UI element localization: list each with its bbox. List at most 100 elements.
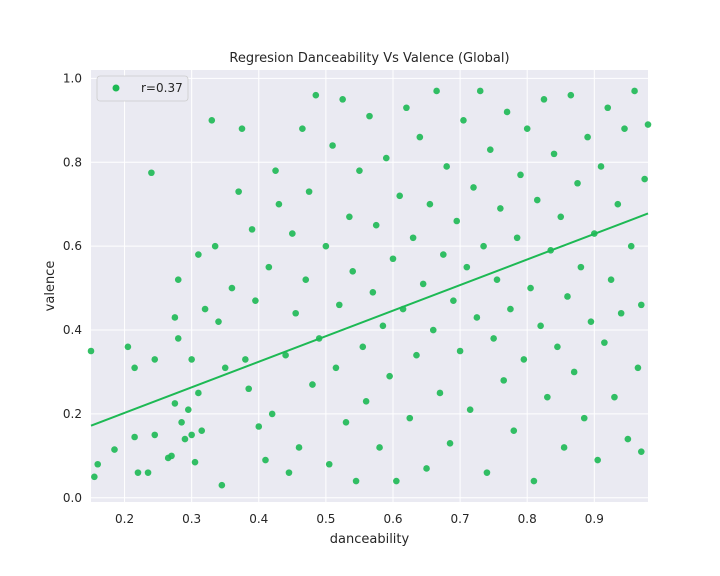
data-point: [403, 104, 410, 112]
data-point: [372, 221, 380, 229]
data-point: [171, 400, 179, 407]
data-point: [557, 213, 565, 221]
data-point: [597, 163, 605, 170]
data-point: [450, 297, 457, 304]
data-point: [285, 469, 293, 476]
data-point: [523, 125, 531, 133]
data-point: [359, 343, 367, 351]
y-axis-label: valence: [43, 261, 58, 312]
data-point: [641, 175, 648, 183]
data-point: [386, 372, 393, 380]
x-tick-label: 0.8: [518, 512, 537, 526]
data-point: [453, 217, 461, 225]
data-point: [490, 335, 497, 342]
data-point: [406, 414, 414, 422]
data-points: [87, 87, 652, 489]
data-point: [201, 305, 209, 313]
data-point: [342, 419, 350, 426]
x-tick-label: 0.3: [182, 512, 201, 526]
data-point: [631, 87, 638, 95]
data-point: [144, 469, 152, 476]
data-point: [312, 91, 320, 99]
data-point: [393, 477, 400, 485]
data-point: [413, 351, 420, 359]
data-point: [429, 326, 437, 334]
data-point: [527, 284, 534, 292]
data-point: [470, 184, 477, 191]
data-point: [329, 142, 336, 149]
data-point: [594, 456, 601, 464]
data-point: [87, 347, 95, 355]
data-point: [292, 309, 299, 317]
data-point: [624, 435, 632, 443]
x-tick-label: 0.7: [451, 512, 470, 526]
data-point: [426, 200, 434, 208]
data-point: [436, 389, 444, 397]
data-point: [195, 251, 202, 258]
data-point: [463, 263, 471, 271]
data-point: [419, 280, 427, 288]
data-point: [634, 364, 642, 372]
data-point: [456, 347, 464, 355]
data-point: [503, 108, 511, 116]
data-point: [191, 458, 199, 466]
data-point: [124, 343, 132, 351]
data-point: [637, 448, 645, 455]
legend-box: [96, 75, 189, 102]
data-point: [460, 117, 467, 124]
y-tick-label: 0.0: [63, 491, 82, 505]
data-point: [560, 444, 568, 451]
x-tick-label: 0.6: [383, 512, 402, 526]
data-point: [554, 343, 561, 351]
data-point: [382, 154, 390, 162]
data-point: [604, 104, 612, 112]
data-point: [443, 163, 450, 170]
data-point: [473, 314, 481, 321]
data-point: [617, 309, 625, 317]
legend: r=0.37: [96, 75, 189, 102]
data-point: [322, 242, 330, 250]
data-point: [255, 423, 263, 430]
data-point: [262, 456, 269, 464]
x-axis-label: danceability: [330, 532, 410, 547]
data-point: [174, 335, 182, 342]
data-point: [433, 87, 440, 95]
data-point: [480, 242, 487, 250]
data-point: [221, 364, 229, 372]
x-tick-label: 0.2: [115, 512, 134, 526]
data-point: [131, 364, 138, 372]
data-point: [302, 276, 310, 284]
data-point: [577, 263, 585, 271]
data-point: [208, 117, 216, 124]
data-point: [376, 444, 383, 451]
data-point: [215, 318, 222, 325]
data-point: [195, 389, 202, 397]
data-point: [497, 205, 504, 212]
legend-label: r=0.37: [141, 81, 183, 95]
legend-marker: [112, 84, 120, 92]
data-point: [198, 427, 206, 434]
x-tick-label: 0.4: [249, 512, 268, 526]
data-point: [346, 213, 353, 221]
x-tick-label: 0.5: [316, 512, 335, 526]
data-point: [513, 234, 521, 242]
data-point: [584, 133, 591, 141]
data-point: [362, 398, 370, 405]
data-point: [325, 460, 333, 468]
data-point: [248, 226, 256, 233]
data-point: [550, 150, 558, 158]
y-tick-label: 0.2: [63, 407, 82, 421]
regression-line-group: [90, 212, 649, 427]
data-point: [245, 385, 253, 393]
data-point: [188, 431, 195, 439]
data-point: [134, 469, 142, 476]
data-point: [567, 91, 575, 99]
data-point: [580, 414, 588, 422]
data-point: [369, 288, 377, 296]
data-point: [587, 318, 595, 325]
data-point: [295, 444, 303, 451]
data-point: [339, 96, 346, 103]
plot-area: [91, 70, 648, 502]
regression-line: [90, 212, 649, 427]
data-point: [91, 473, 98, 481]
